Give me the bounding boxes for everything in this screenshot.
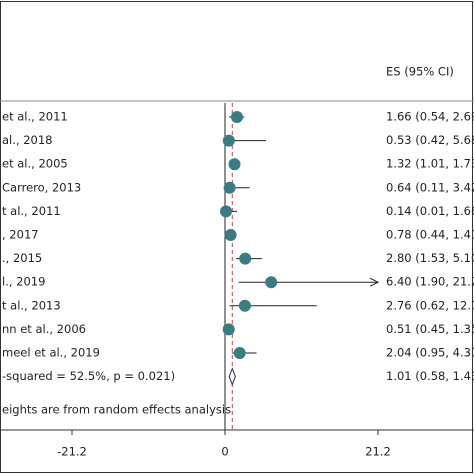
es-label: 0.64 (0.11, 3.42 xyxy=(386,180,474,194)
effect-marker xyxy=(220,205,233,218)
column-header: ES (95% CI) xyxy=(386,65,454,79)
es-label: 0.51 (0.45, 1.35 xyxy=(386,322,474,336)
effect-marker xyxy=(222,323,235,336)
es-label: 0.78 (0.44, 1.41 xyxy=(386,228,474,242)
overall-diamond xyxy=(228,367,236,386)
study-label: l., 2019 xyxy=(2,275,45,289)
overall-es-label: 1.01 (0.58, 1.43 xyxy=(386,369,474,383)
effect-marker xyxy=(222,134,235,147)
study-label: , 2017 xyxy=(2,228,39,242)
effect-marker xyxy=(224,229,237,241)
study-label: et al., 2005 xyxy=(2,157,68,171)
es-label: 2.80 (1.53, 5.10 xyxy=(386,251,474,265)
study-label: nn et al., 2006 xyxy=(2,322,86,336)
study-label: meel et al., 2019 xyxy=(2,346,100,360)
es-label: 2.76 (0.62, 12.7 xyxy=(386,298,474,312)
es-label: 0.53 (0.42, 5.68 xyxy=(386,133,474,147)
effect-marker xyxy=(228,158,241,171)
effect-marker xyxy=(230,111,243,123)
es-label: 2.04 (0.95, 4.37 xyxy=(386,346,474,360)
es-label: 1.66 (0.54, 2.69 xyxy=(386,110,474,124)
effect-marker xyxy=(265,276,278,289)
study-label: t al., 2011 xyxy=(2,204,61,218)
overall-label: -squared = 52.5%, p = 0.021) xyxy=(2,369,175,383)
x-tick-label: 0 xyxy=(221,445,228,459)
study-label: al., 2018 xyxy=(2,133,52,147)
effect-marker xyxy=(239,252,252,265)
study-label: t al., 2013 xyxy=(2,298,61,312)
study-label: et al., 2011 xyxy=(2,110,68,124)
es-label: 0.14 (0.01, 1.66 xyxy=(386,204,474,218)
effect-marker xyxy=(238,299,251,312)
study-label: ., 2015 xyxy=(2,251,42,265)
es-label: 6.40 (1.90, 21.2 xyxy=(386,275,474,289)
es-label: 1.32 (1.01, 1.73 xyxy=(386,157,474,171)
footnote: eights are from random effects analysis xyxy=(2,403,231,417)
x-tick-label: 21.2 xyxy=(365,445,391,459)
effect-marker xyxy=(233,347,246,359)
effect-marker xyxy=(223,181,236,194)
ci-arrow xyxy=(369,277,380,287)
x-tick-label: -21.2 xyxy=(57,445,87,459)
study-label: Carrero, 2013 xyxy=(2,180,81,194)
